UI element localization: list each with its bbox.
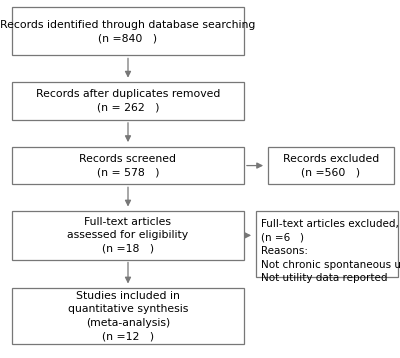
FancyBboxPatch shape bbox=[12, 82, 244, 120]
Text: Records excluded
(n =560   ): Records excluded (n =560 ) bbox=[283, 154, 379, 177]
Text: Records identified through database searching
(n =840   ): Records identified through database sear… bbox=[0, 20, 256, 43]
FancyBboxPatch shape bbox=[12, 147, 244, 184]
FancyBboxPatch shape bbox=[12, 288, 244, 344]
FancyBboxPatch shape bbox=[268, 147, 394, 184]
FancyBboxPatch shape bbox=[12, 7, 244, 55]
Text: Full-text articles excluded, with reasons
(n =6   )
Reasons:
Not chronic spontan: Full-text articles excluded, with reason… bbox=[261, 219, 400, 284]
FancyBboxPatch shape bbox=[256, 211, 398, 277]
Text: Records after duplicates removed
(n = 262   ): Records after duplicates removed (n = 26… bbox=[36, 90, 220, 113]
FancyBboxPatch shape bbox=[12, 211, 244, 260]
Text: Studies included in
quantitative synthesis
(meta-analysis)
(n =12   ): Studies included in quantitative synthes… bbox=[68, 291, 188, 341]
Text: Full-text articles
assessed for eligibility
(n =18   ): Full-text articles assessed for eligibil… bbox=[68, 217, 188, 254]
Text: Records screened
(n = 578   ): Records screened (n = 578 ) bbox=[80, 154, 176, 177]
